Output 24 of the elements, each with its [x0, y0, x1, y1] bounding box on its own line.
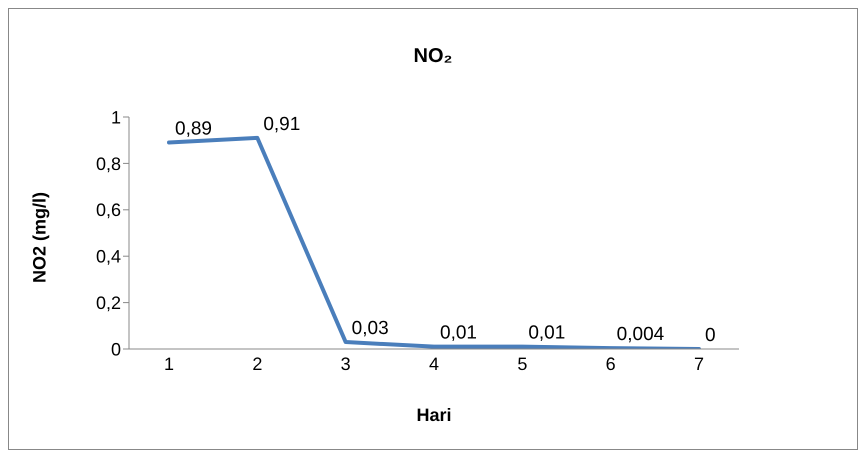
data-label: 0,004 [616, 324, 665, 346]
y-tick-label: 0,4 [96, 246, 121, 267]
x-axis-title: Hari [416, 405, 452, 425]
x-tick-label: 3 [340, 354, 351, 374]
data-label: 0,91 [263, 114, 300, 135]
x-tick-label: 1 [164, 354, 174, 374]
data-label: 0,01 [440, 322, 477, 344]
data-label: 0,01 [528, 322, 566, 344]
y-tick-label: 0 [110, 339, 121, 360]
x-tick-label: 6 [606, 354, 616, 374]
y-tick-label: 0,8 [96, 154, 121, 174]
y-tick-label: 0,2 [96, 292, 121, 313]
x-tick-label: 5 [517, 354, 528, 374]
data-label: 0,89 [175, 118, 212, 140]
data-label: 0 [705, 325, 716, 346]
chart-title: NO₂ [412, 45, 454, 68]
x-tick-label: 7 [694, 354, 704, 374]
line-series [167, 136, 701, 349]
y-tick-label: 1 [110, 107, 121, 128]
x-tick-label: 2 [252, 354, 262, 374]
data-label: 0,03 [352, 318, 389, 340]
x-tick-label: 4 [428, 354, 440, 374]
y-axis-title: NO2 (mg/l) [29, 192, 50, 283]
y-tick-label: 0,6 [96, 200, 121, 220]
